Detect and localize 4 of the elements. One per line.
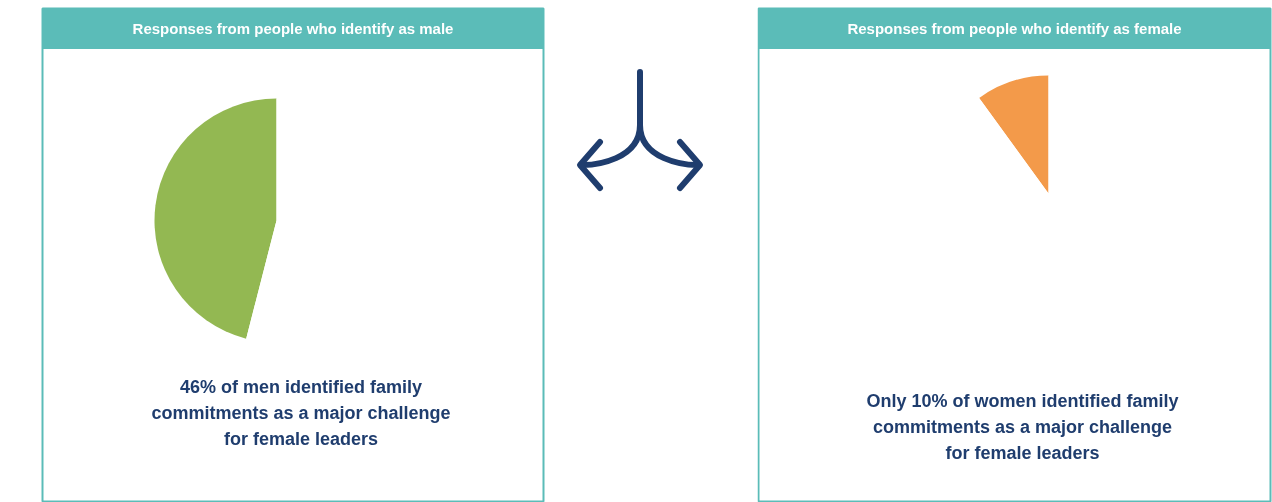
text: 46% of men identified family commitments as a major challenge for female leaders — [151, 376, 451, 449]
chart-title: Responses from people who identify as male — [132, 20, 454, 37]
text: Only 10% of women identified family commitments as a major challenge for female leaders — [866, 390, 1179, 463]
chart-title: Responses from people who identify as female — [847, 20, 1182, 37]
